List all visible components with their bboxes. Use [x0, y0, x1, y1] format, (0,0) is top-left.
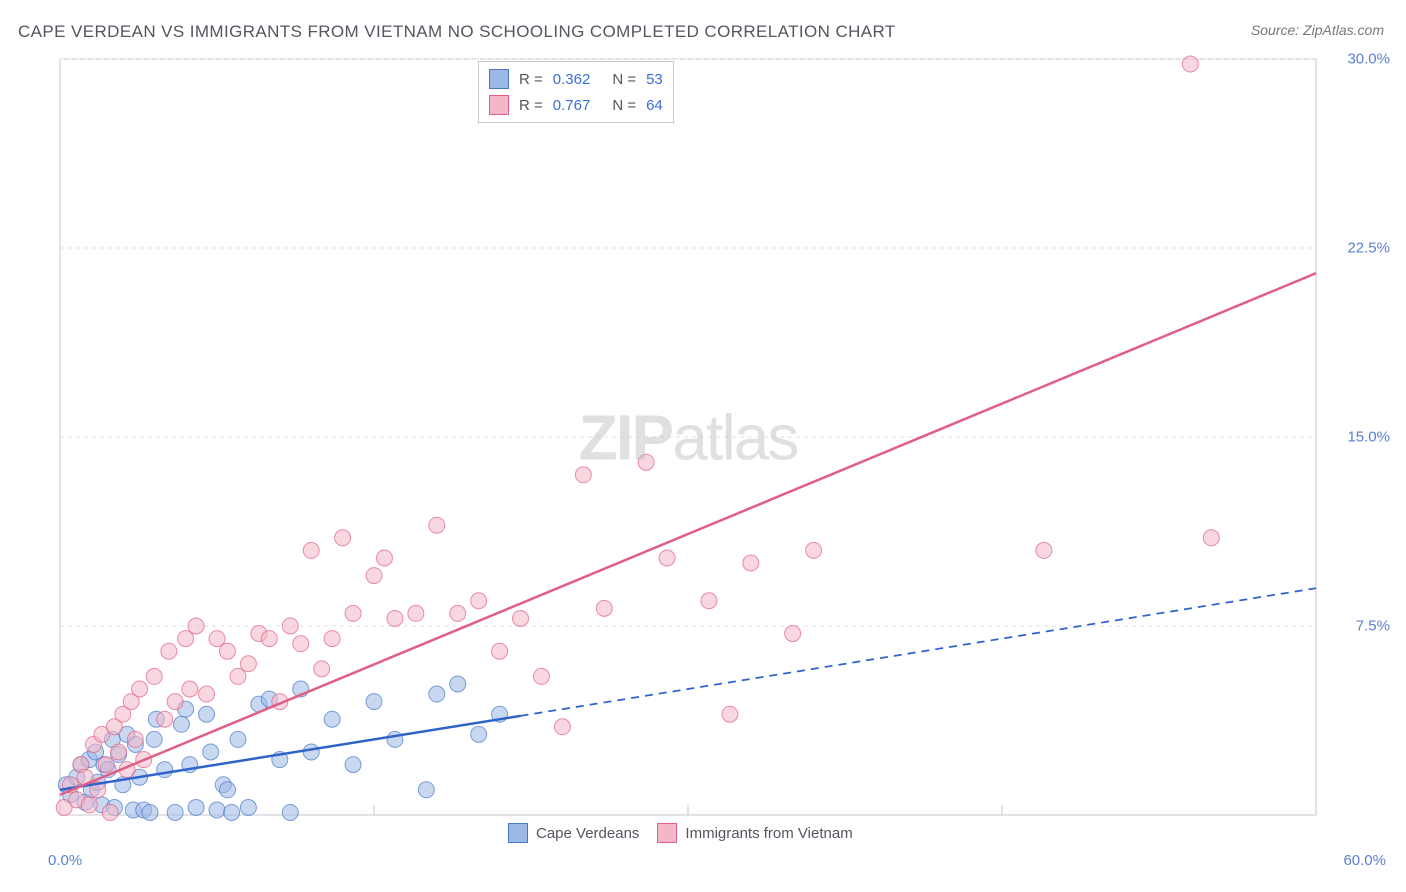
legend-item: Cape Verdeans: [508, 823, 639, 843]
y-tick-label: 22.5%: [1347, 240, 1390, 257]
x-max-label: 60.0%: [1343, 852, 1386, 869]
legend-item: Immigrants from Vietnam: [657, 823, 852, 843]
y-tick-label: 30.0%: [1347, 51, 1390, 68]
stat-legend: R = 0.362 N = 53 R = 0.767 N = 64: [478, 61, 674, 123]
series-legend: Cape Verdeans Immigrants from Vietnam: [508, 823, 853, 843]
plot-area: ZIPatlas R = 0.362 N = 53 R = 0.767 N = …: [48, 45, 1328, 845]
plot-svg: [48, 45, 1328, 845]
swatch-icon: [489, 69, 509, 89]
x-min-label: 0.0%: [48, 852, 82, 869]
y-tick-label: 15.0%: [1347, 429, 1390, 446]
stat-row-2: R = 0.767 N = 64: [489, 92, 663, 118]
source-label: Source: ZipAtlas.com: [1251, 22, 1384, 38]
chart-container: CAPE VERDEAN VS IMMIGRANTS FROM VIETNAM …: [0, 0, 1406, 892]
y-tick-label: 7.5%: [1356, 618, 1390, 635]
chart-title: CAPE VERDEAN VS IMMIGRANTS FROM VIETNAM …: [18, 22, 896, 42]
swatch-icon: [657, 823, 677, 843]
stat-row-1: R = 0.362 N = 53: [489, 66, 663, 92]
swatch-icon: [489, 95, 509, 115]
swatch-icon: [508, 823, 528, 843]
